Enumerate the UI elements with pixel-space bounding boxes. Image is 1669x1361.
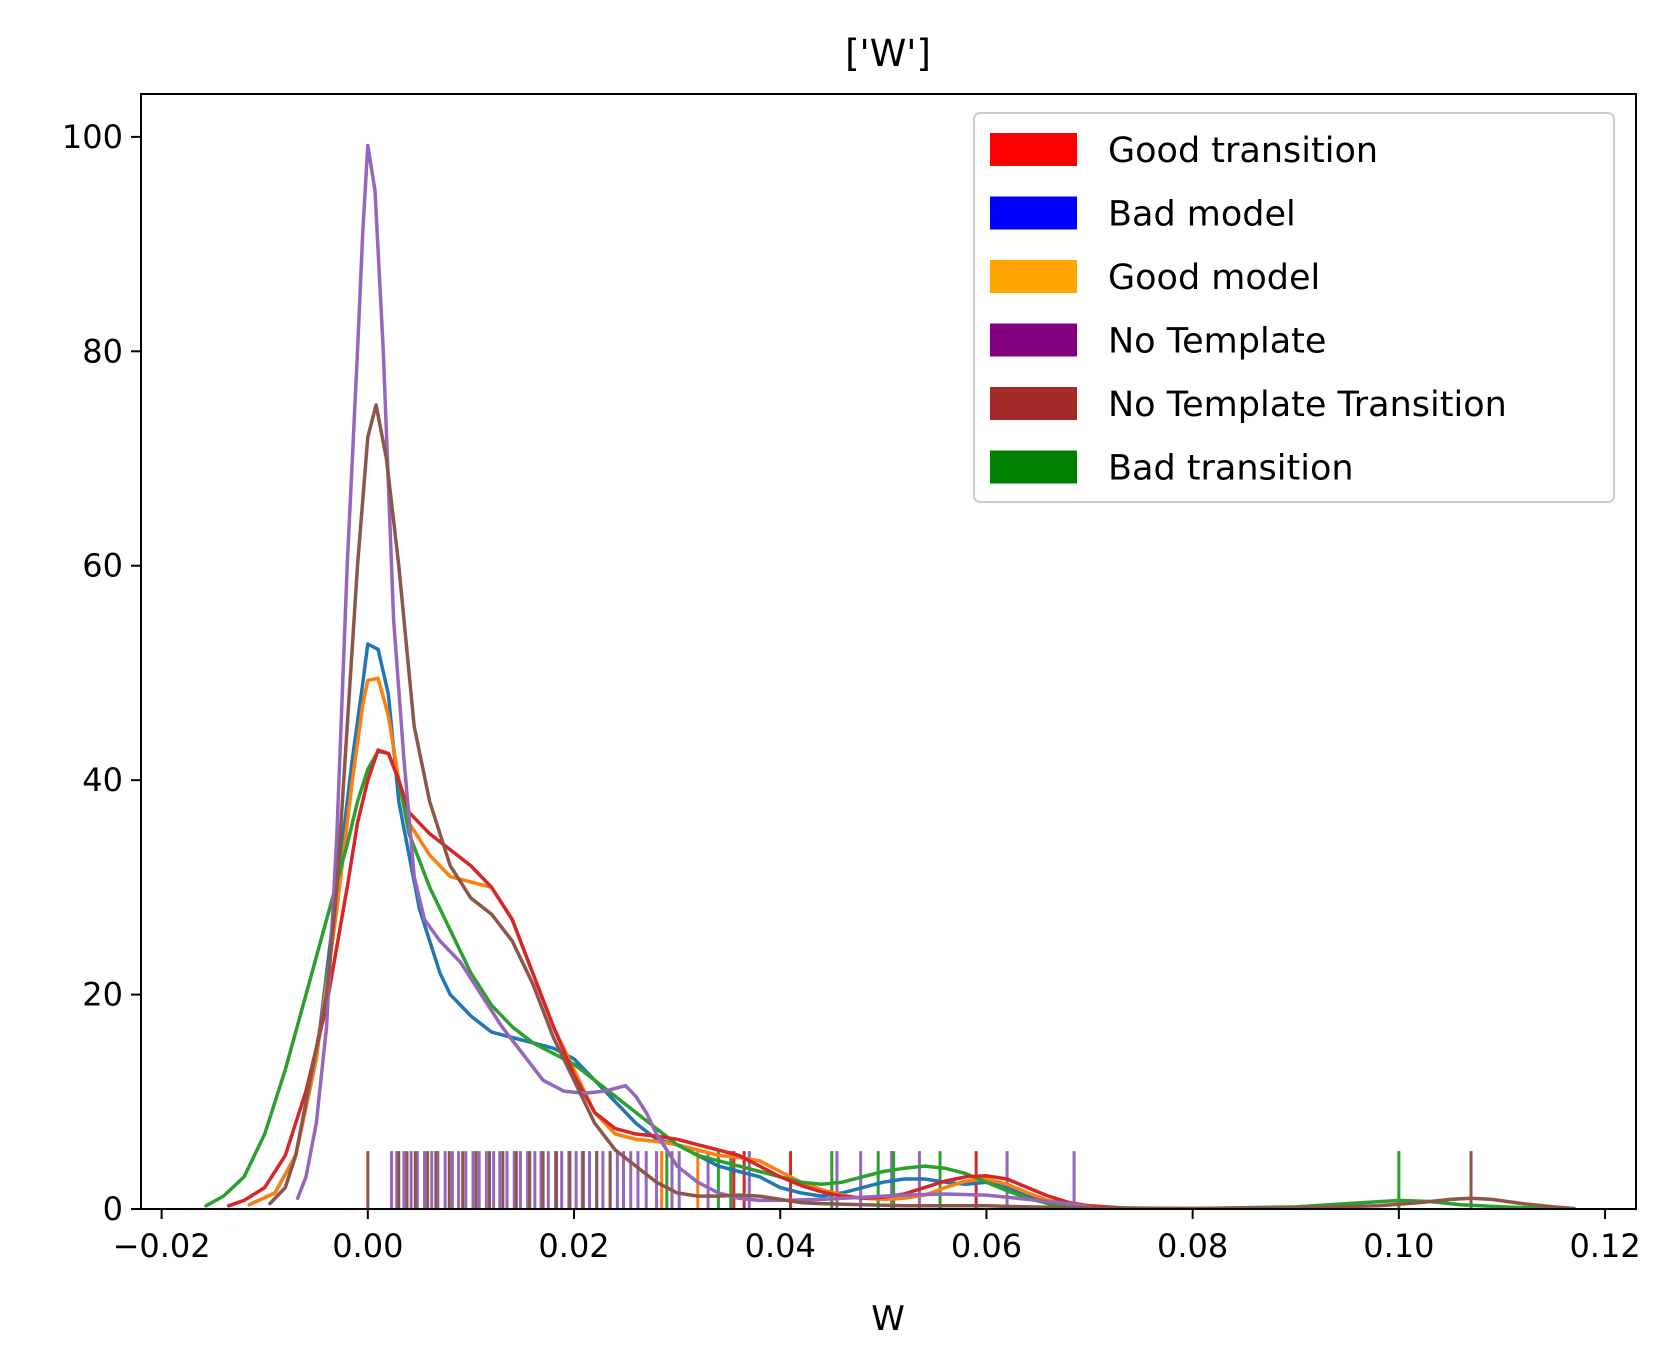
legend-box <box>973 112 1615 503</box>
legend-label: No Template Transition <box>1108 385 1507 425</box>
density-lines <box>204 143 1576 1209</box>
plot-frame <box>140 93 1637 1210</box>
x-tick-label: 0.10 <box>1363 1227 1434 1265</box>
y-tick-label: 40 <box>82 761 123 799</box>
x-tick-label: 0.00 <box>332 1227 403 1265</box>
legend-swatch <box>990 133 1077 166</box>
y-tick-label: 0 <box>103 1190 123 1228</box>
legend-swatch <box>990 387 1077 420</box>
chart-title: ['W'] <box>845 32 931 75</box>
series-line <box>226 748 1133 1209</box>
x-tick-label: 0.06 <box>951 1227 1022 1265</box>
legend-label: No Template <box>1108 322 1326 362</box>
y-tick-label: 80 <box>82 332 123 370</box>
x-tick-label: 0.04 <box>745 1227 816 1265</box>
x-tick-label: 0.12 <box>1569 1227 1640 1265</box>
x-tick-label: 0.02 <box>538 1227 609 1265</box>
series-line <box>247 676 1133 1209</box>
y-tick-label: 20 <box>82 976 123 1014</box>
x-tick-label: −0.02 <box>113 1227 211 1265</box>
legend-swatch <box>990 196 1077 230</box>
series-line <box>247 642 1133 1209</box>
legend-label: Bad model <box>1108 195 1296 235</box>
y-tick-label: 60 <box>82 547 123 585</box>
y-tick-label: 100 <box>62 118 123 156</box>
series-line <box>204 749 1576 1209</box>
legend-label: Bad transition <box>1108 449 1354 489</box>
legend-label: Good model <box>1108 258 1320 298</box>
legend-swatch <box>990 323 1077 357</box>
y-axis: 0 20 40 60 80 100 <box>62 118 141 1228</box>
x-axis-label: W <box>871 1299 905 1339</box>
legend: Good transition Bad model Good model No Tem… <box>973 112 1615 503</box>
series-line <box>295 143 1092 1209</box>
x-tick-label: 0.08 <box>1157 1227 1228 1265</box>
legend-swatch <box>990 450 1077 484</box>
legend-swatch <box>990 260 1077 293</box>
legend-label: Good transition <box>1108 131 1378 171</box>
series-line <box>268 403 1576 1209</box>
x-axis: −0.02 0.00 0.02 0.04 0.06 0.08 0.10 0.12 <box>113 1209 1641 1265</box>
